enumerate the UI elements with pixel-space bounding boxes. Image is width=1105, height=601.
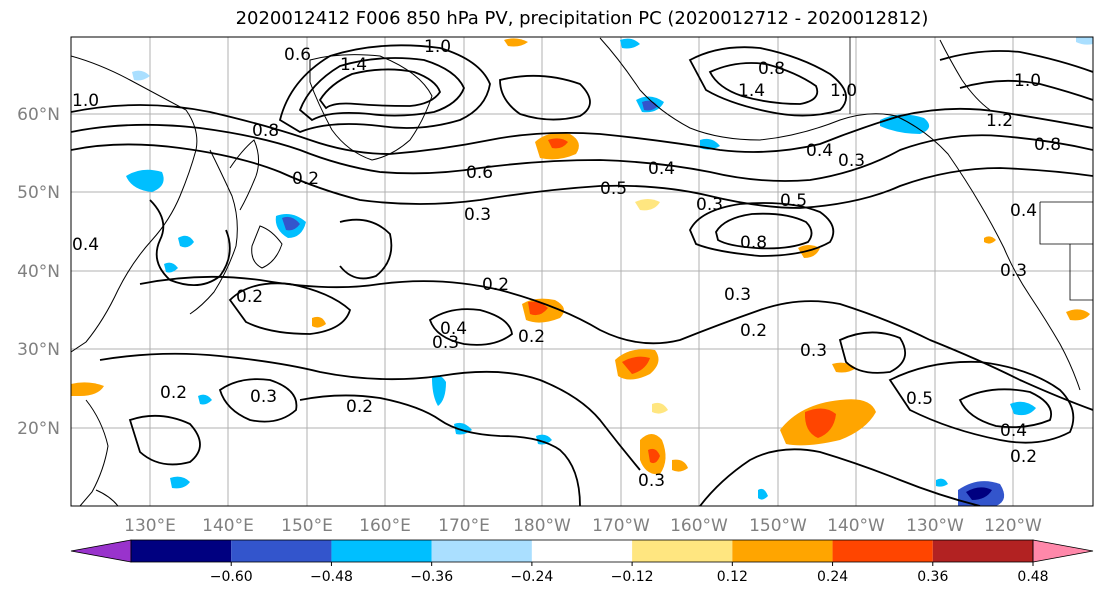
colorbar-segment [331,540,432,562]
ctr-label: 1.2 [986,111,1013,131]
colorbar [70,539,1094,563]
lat-label: 40°N [17,262,60,282]
colorbar-segment [632,540,733,562]
ctr-label: 0.2 [740,321,767,341]
ctr-label: 0.2 [292,169,319,189]
ctr-label: 0.4 [648,159,675,179]
colorbar-segment [70,539,132,563]
ctr-label: 0.3 [638,471,665,491]
coastlines [71,37,1081,506]
lon-label: 160°E [359,516,411,536]
ctr-label: 1.4 [340,55,367,75]
ctr-label: 0.3 [724,285,751,305]
ctr-label: 0.8 [740,233,767,253]
ctr-label: 0.4 [72,235,99,255]
ctr-label: 1.0 [72,91,99,111]
ctr-label: 0.2 [160,383,187,403]
lon-label: 130°W [906,516,964,536]
lat-label: 60°N [17,105,60,125]
ctr-label: 0.2 [236,287,263,307]
lon-label: 150°E [281,516,333,536]
lon-label: 150°W [749,516,807,536]
ctr-label: 1.0 [830,81,857,101]
ctr-label: 0.3 [1000,261,1027,281]
precip-positive [71,38,1090,475]
lon-label: 170°E [438,516,490,536]
map-title: 2020012412 F006 850 hPa PV, precipitatio… [235,8,929,29]
lon-label: 180°W [513,516,571,536]
colorbar-tick-label: −0.60 [210,569,253,585]
colorbar-segment [431,540,532,562]
colorbar-tick-label: −0.36 [410,569,453,585]
ctr-label: 1.0 [424,37,451,57]
lat-label: 20°N [17,419,60,439]
colorbar-segment [231,540,332,562]
plot-frame [70,36,1094,507]
colorbar-tick-label: 0.48 [1017,569,1048,585]
ctr-label: 0.6 [466,163,493,183]
colorbar-tick-label: −0.24 [510,569,553,585]
colorbar-segment [932,540,1033,562]
ctr-label: 0.3 [838,151,865,171]
lon-label: 170°W [592,516,650,536]
ctr-label: 0.4 [1000,421,1027,441]
lon-label: 140°W [827,516,885,536]
colorbar-segment [832,540,933,562]
ctr-label: 0.2 [482,275,509,295]
colorbar-segment [531,540,633,562]
ctr-label: 0.5 [600,179,627,199]
lon-label: 120°W [984,516,1042,536]
ctr-label: 0.3 [432,333,459,353]
ctr-label: 0.6 [284,45,311,65]
lon-label: 130°E [124,516,176,536]
colorbar-ticks: −0.60 −0.48 −0.36 −0.24 −0.12 0.12 0.24 0.36 0.4… [210,562,1049,585]
lat-labels: 60°N 50°N 40°N 30°N 20°N [17,105,60,439]
ctr-label: 0.3 [800,341,827,361]
colorbar-tick-label: −0.48 [310,569,353,585]
ctr-label: 0.2 [518,327,545,347]
colorbar-segment [732,540,833,562]
ctr-label: 0.4 [440,319,467,339]
pv-contours [71,44,1093,506]
ctr-label: 0.3 [464,205,491,225]
lon-label: 140°E [202,516,254,536]
ctr-label: 0.8 [758,59,785,79]
lon-label: 160°W [670,516,728,536]
lat-label: 30°N [17,340,60,360]
contour-labels: 0.6 1.4 1.0 0.8 0.2 0.6 0.5 0.4 0.3 0.8 … [72,37,1061,491]
ctr-label: 0.8 [252,121,279,141]
colorbar-segment [1032,539,1094,563]
colorbar-tick-label: 0.24 [817,569,848,585]
borders [849,37,1093,301]
ctr-label: 0.4 [1010,201,1037,221]
colorbar-tick-label: 0.12 [717,569,748,585]
colorbar-tick-label: −0.12 [611,569,654,585]
ctr-label: 0.3 [696,195,723,215]
colorbar-tick-label: 0.36 [917,569,948,585]
lat-label: 50°N [17,183,60,203]
ctr-label: 0.3 [250,387,277,407]
ctr-label: 0.2 [1010,447,1037,467]
ctr-label: 0.2 [346,397,373,417]
ctr-label: 0.5 [780,191,807,211]
ctr-label: 1.4 [738,81,765,101]
lon-labels: 130°E 140°E 150°E 160°E 170°E 180°W 170°… [124,516,1042,536]
ctr-label: 0.8 [1034,135,1061,155]
colorbar-segment [131,540,232,562]
ctr-label: 1.0 [1014,71,1041,91]
ctr-label: 0.4 [806,141,833,161]
ctr-label: 0.5 [906,389,933,409]
